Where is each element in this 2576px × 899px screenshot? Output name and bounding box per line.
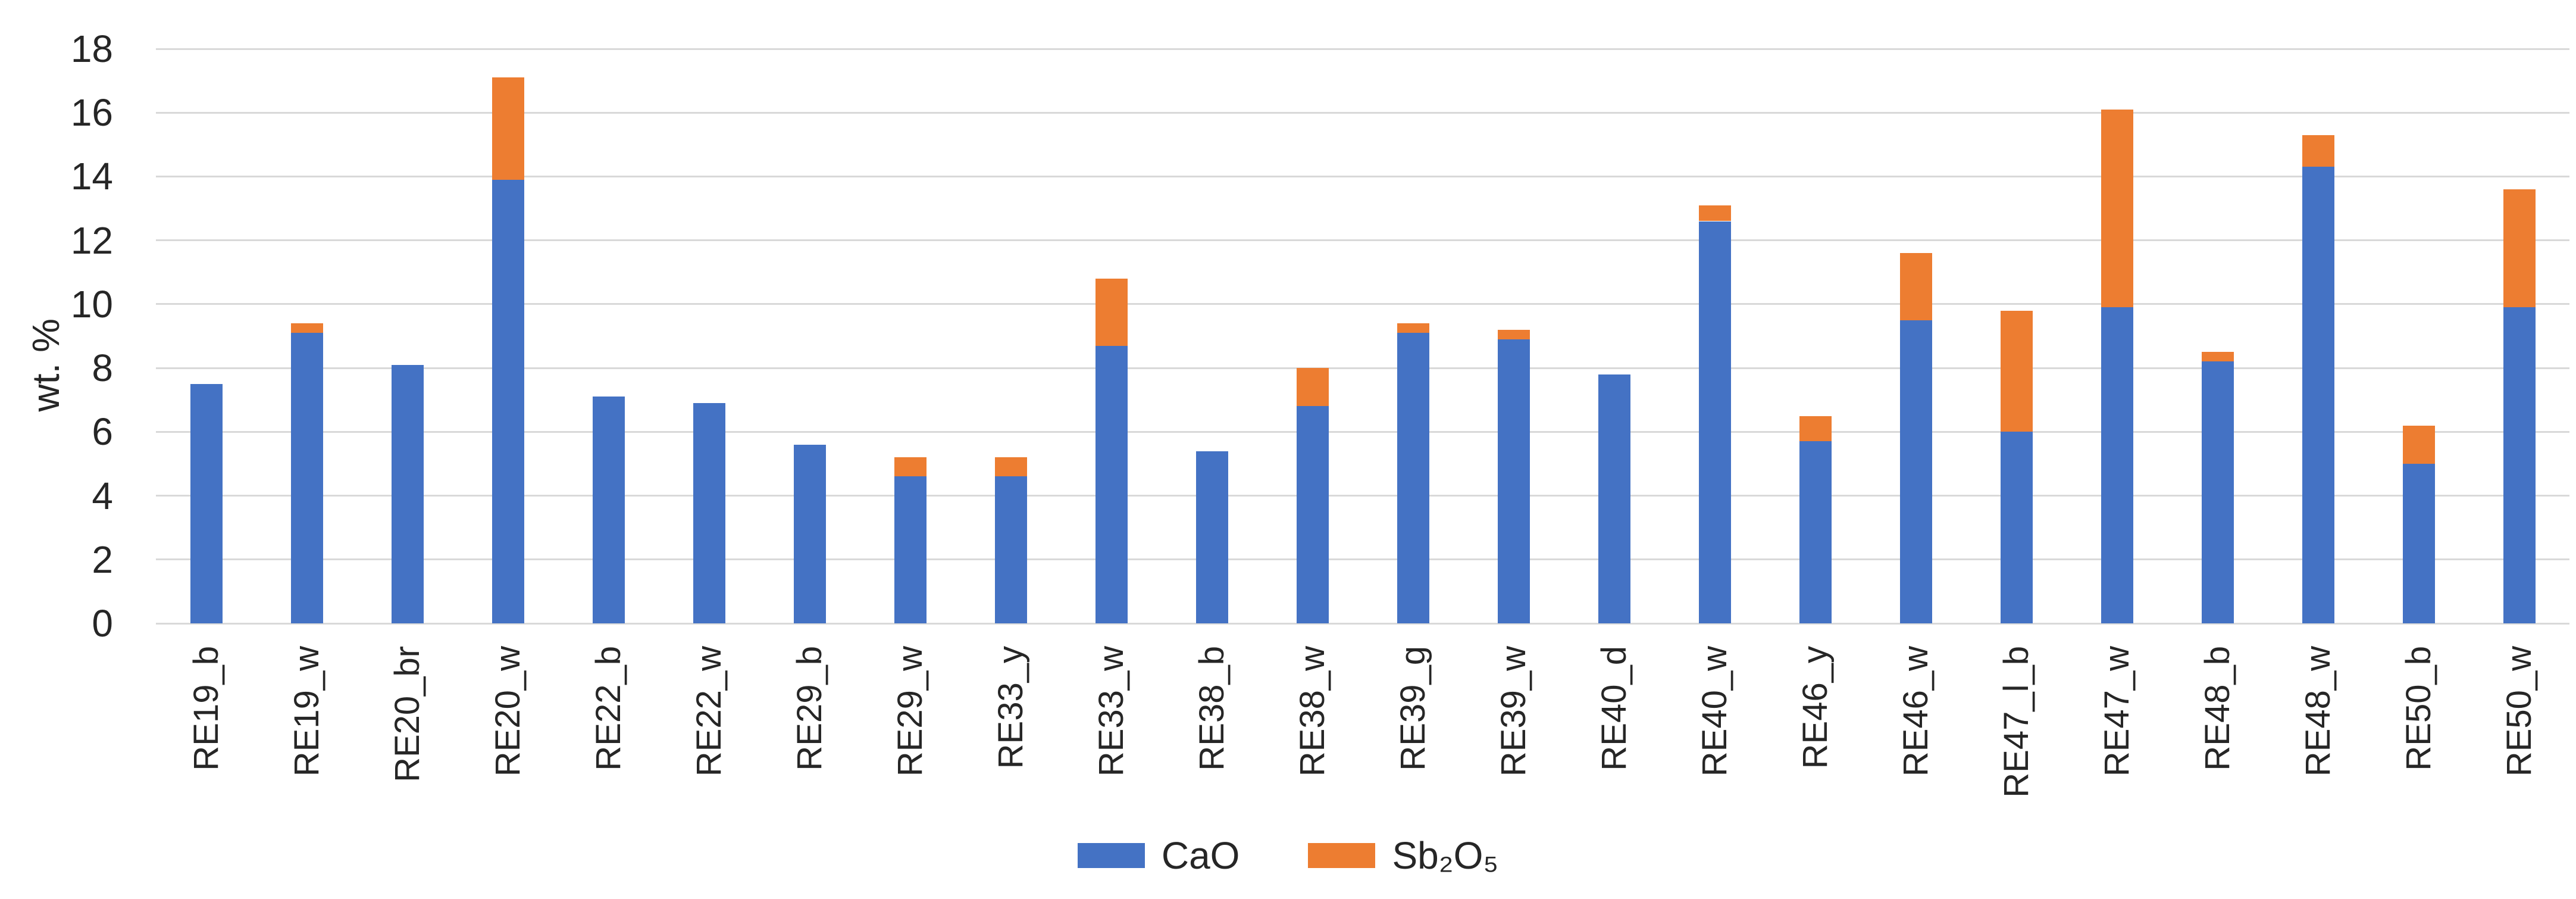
x-axis-label: RE50_b: [2399, 646, 2438, 771]
bar-segment-cao: [1296, 406, 1329, 623]
x-axis-label: RE40_d: [1594, 646, 1633, 771]
gridline: [156, 303, 2569, 305]
bar-segment-cao: [693, 403, 725, 623]
y-tick-label: 8: [92, 347, 113, 390]
bar-segment-sbo: [894, 457, 927, 477]
x-axis-label: RE33_y: [991, 646, 1030, 769]
x-axis-label: RE19_w: [287, 646, 326, 777]
x-axis-label: RE46_w: [1896, 646, 1935, 777]
bar-segment-cao: [1799, 441, 1832, 623]
bar-segment-sbo: [1698, 205, 1731, 221]
bar-segment-sbo: [1095, 279, 1128, 346]
x-axis-label: RE38_b: [1192, 646, 1231, 771]
bar-segment-cao: [2402, 463, 2435, 623]
bar-segment-sbo: [2302, 135, 2334, 167]
bar-segment-cao: [894, 476, 927, 623]
y-tick-label: 18: [70, 27, 113, 70]
gridline: [156, 239, 2569, 242]
x-axis-label: RE39_w: [1494, 646, 1533, 777]
bar-segment-cao: [1899, 320, 1932, 623]
y-tick-label: 10: [70, 282, 113, 326]
legend-entry: CaO: [1077, 834, 1240, 877]
gridline: [156, 558, 2569, 561]
bar-segment-sbo: [2503, 189, 2536, 308]
bar-segment-cao: [1497, 339, 1530, 623]
x-axis-label: RE29_w: [890, 646, 929, 777]
x-axis-label: RE29_b: [790, 646, 829, 771]
gridline: [156, 48, 2569, 50]
x-axis-label: RE46_y: [1795, 646, 1835, 769]
bar-segment-cao: [2101, 307, 2133, 623]
bar-segment-sbo: [2101, 109, 2133, 308]
y-tick-label: 0: [92, 602, 113, 645]
bar-segment-cao: [1397, 333, 1429, 623]
legend-label: Sb₂O₅: [1392, 834, 1499, 877]
x-axis-label: RE33_w: [1091, 646, 1131, 777]
bar-segment-sbo: [994, 457, 1027, 477]
y-tick-label: 2: [92, 538, 113, 581]
bar-segment-cao: [1195, 451, 1228, 623]
y-tick-label: 4: [92, 474, 113, 517]
bar-segment-cao: [1698, 221, 1731, 623]
legend: CaO Sb₂O₅: [0, 823, 2576, 888]
bar-segment-sbo: [1397, 323, 1429, 333]
bar-segment-cao: [391, 364, 424, 623]
bar-segment-sbo: [492, 77, 524, 180]
bar-segment-cao: [2000, 432, 2033, 623]
gridline: [156, 622, 2569, 625]
x-axis-label: RE38_w: [1292, 646, 1332, 777]
bar-segment-sbo: [1899, 253, 1932, 320]
bar-segment-cao: [2302, 167, 2334, 623]
gridline: [156, 111, 2569, 114]
y-tick-label: 16: [70, 91, 113, 135]
bar-segment-cao: [592, 397, 625, 623]
bar-segment-cao: [2503, 307, 2536, 623]
legend-swatch: [1308, 843, 1376, 868]
bar-segment-cao: [994, 476, 1027, 623]
bar-segment-cao: [492, 179, 524, 623]
bar-segment-sbo: [1296, 368, 1329, 407]
x-axis-label: RE22_w: [689, 646, 728, 777]
bar-segment-cao: [1598, 374, 1630, 623]
y-tick-label: 6: [92, 410, 113, 454]
x-axis-label: RE47_w: [2097, 646, 2136, 777]
gridline: [156, 367, 2569, 369]
legend-entry: Sb₂O₅: [1308, 834, 1498, 877]
gridline: [156, 430, 2569, 433]
bar-segment-sbo: [290, 323, 323, 333]
x-axis-label: RE48_w: [2298, 646, 2337, 777]
bar-segment-sbo: [2402, 425, 2435, 464]
y-tick-label: 12: [70, 218, 113, 262]
x-axis-label: RE50_w: [2499, 646, 2539, 777]
bar-segment-cao: [2201, 361, 2234, 623]
x-axis-label: RE20_w: [488, 646, 527, 777]
gridline: [156, 175, 2569, 177]
bar-segment-sbo: [2201, 352, 2234, 362]
bar-segment-sbo: [2000, 310, 2033, 432]
bar-segment-cao: [1095, 345, 1128, 623]
x-axis-label: RE19_b: [186, 646, 226, 771]
legend-swatch: [1077, 843, 1145, 868]
x-axis-label: RE39_g: [1393, 646, 1432, 771]
y-tick-label: 14: [70, 155, 113, 198]
bar-segment-cao: [793, 444, 826, 623]
bar-segment-cao: [290, 333, 323, 623]
bar-segment-cao: [190, 383, 223, 623]
legend-label: CaO: [1161, 834, 1240, 877]
x-axis-label: RE20_br: [387, 646, 427, 782]
x-axis-label: RE47_l_b: [1996, 646, 2036, 798]
x-axis-label: RE22_b: [589, 646, 628, 771]
x-axis-label: RE48_b: [2198, 646, 2237, 771]
bar-segment-sbo: [1799, 416, 1832, 442]
x-axis-label: RE40_w: [1695, 646, 1734, 777]
bar-segment-sbo: [1497, 329, 1530, 339]
gridline: [156, 495, 2569, 497]
